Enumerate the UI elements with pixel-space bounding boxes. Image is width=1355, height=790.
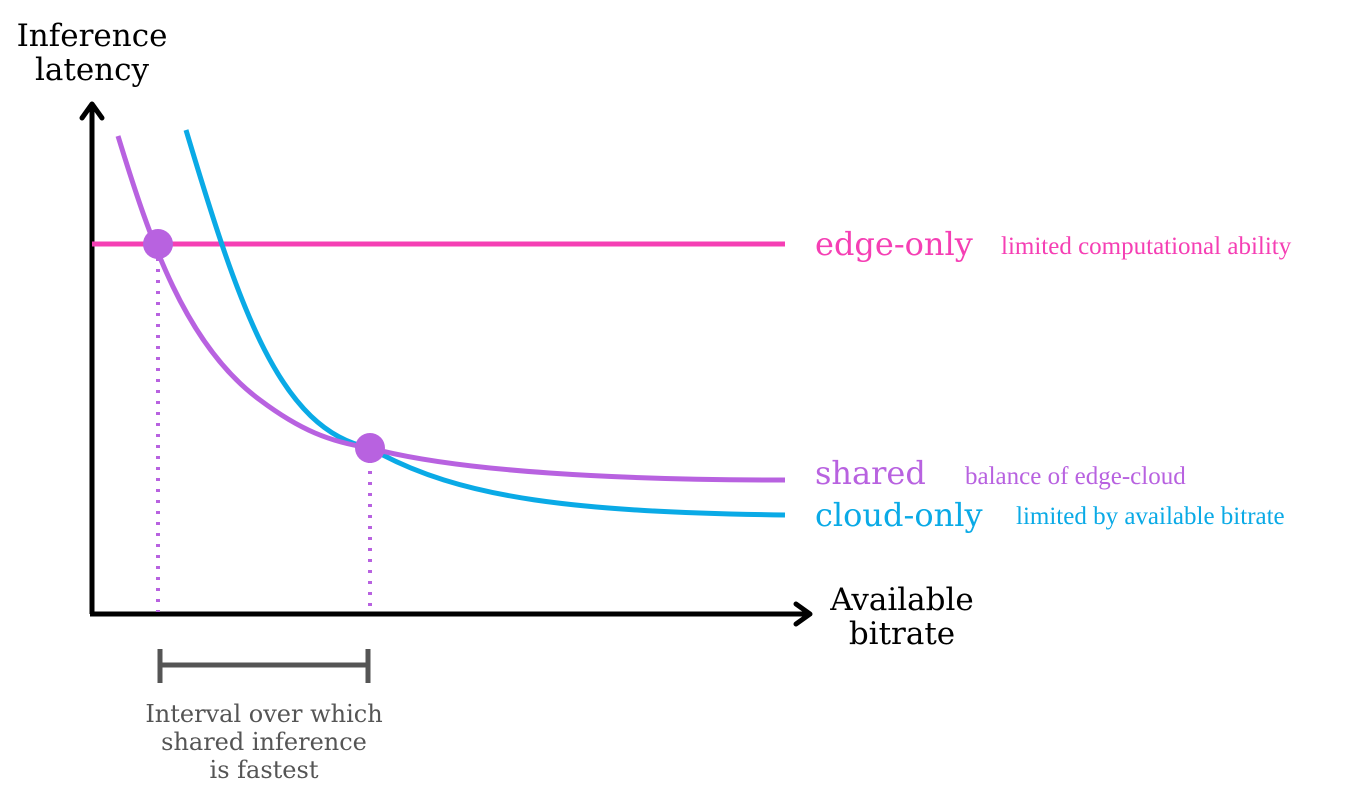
- x-axis-arrowhead: [793, 601, 813, 627]
- intersection-marker-edge-shared: [143, 229, 173, 259]
- y-axis-arrowhead: [79, 101, 105, 121]
- interval-caption-line3: is fastest: [210, 756, 319, 784]
- cloud-only-label: cloud-only: [815, 496, 983, 534]
- x-axis-label-line1: Available: [829, 582, 974, 618]
- shared-note: balance of edge-cloud: [965, 463, 1186, 490]
- edge-only-note: limited computational ability: [1001, 233, 1292, 260]
- edge-only-label: edge-only: [815, 225, 973, 263]
- shared-curve: [115, 135, 786, 483]
- shared-label: shared: [815, 454, 926, 492]
- interval-caption-line2: shared inference: [161, 728, 367, 756]
- y-axis-label-line2: latency: [35, 52, 150, 88]
- interval-caption-line1: Interval over which: [145, 700, 382, 728]
- y-axis-label-line1: Inference: [17, 18, 168, 54]
- cloud-only-note: limited by available bitrate: [1016, 503, 1285, 530]
- intersection-marker-cloud-shared: [355, 433, 385, 463]
- cloud-only-curve: [183, 129, 786, 518]
- interval-bracket: [157, 649, 371, 683]
- x-axis-label-line2: bitrate: [849, 616, 955, 652]
